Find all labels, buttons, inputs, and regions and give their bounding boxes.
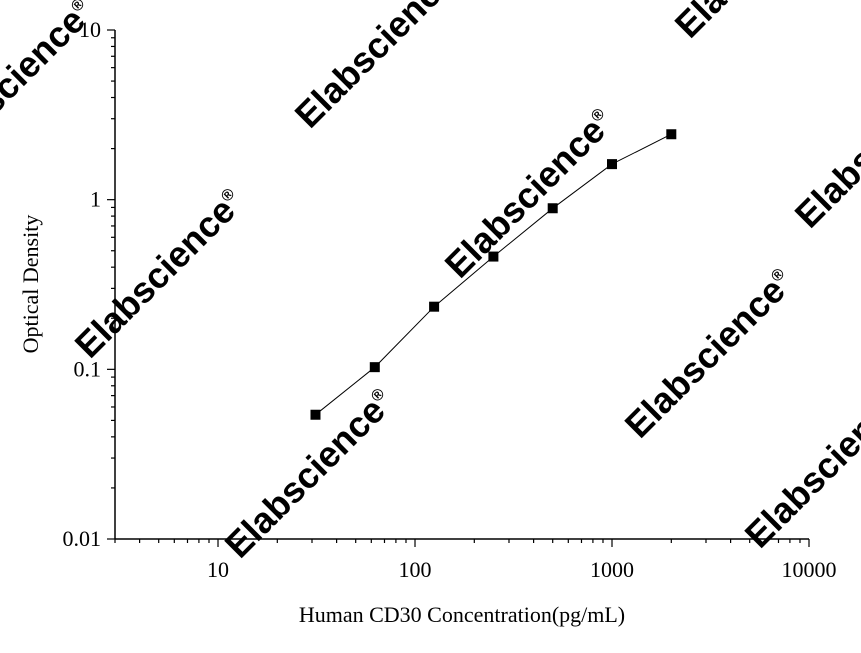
watermark-text: Elabscience® [667,0,852,46]
watermark-text: Elabscience® [787,51,861,236]
data-point [310,409,321,420]
data-point [429,301,440,312]
watermark-text: Elabscience® [737,371,861,556]
data-point [607,159,618,170]
x-tick-label: 100 [399,557,432,582]
data-point [666,129,677,140]
axes: 10 100 1000 10000 0.01 0.1 1 10 [63,17,837,582]
watermark-text: Elabscience® [437,101,622,286]
y-tick-label: 0.1 [74,356,102,381]
watermark-text: Elabscience® [287,0,472,136]
data-layer [310,129,677,420]
x-tick-label: 10000 [782,557,837,582]
watermark-text: Elabscience® [617,261,802,446]
x-axis-label: Human CD30 Concentration(pg/mL) [299,602,625,627]
x-tick-label: 1000 [590,557,634,582]
watermark-text: Elabscience® [217,381,402,566]
x-tick-label: 10 [207,557,229,582]
data-point [547,203,558,214]
watermark-layer: Elabscience®Elabscience®Elabscience®Elab… [0,0,861,566]
y-tick-label: 1 [90,187,101,212]
data-point [488,251,499,262]
y-tick-label: 0.01 [63,526,102,551]
y-axis-label: Optical Density [18,215,43,354]
data-point [369,362,380,373]
y-tick-label: 10 [79,17,101,42]
series-line [315,133,672,416]
